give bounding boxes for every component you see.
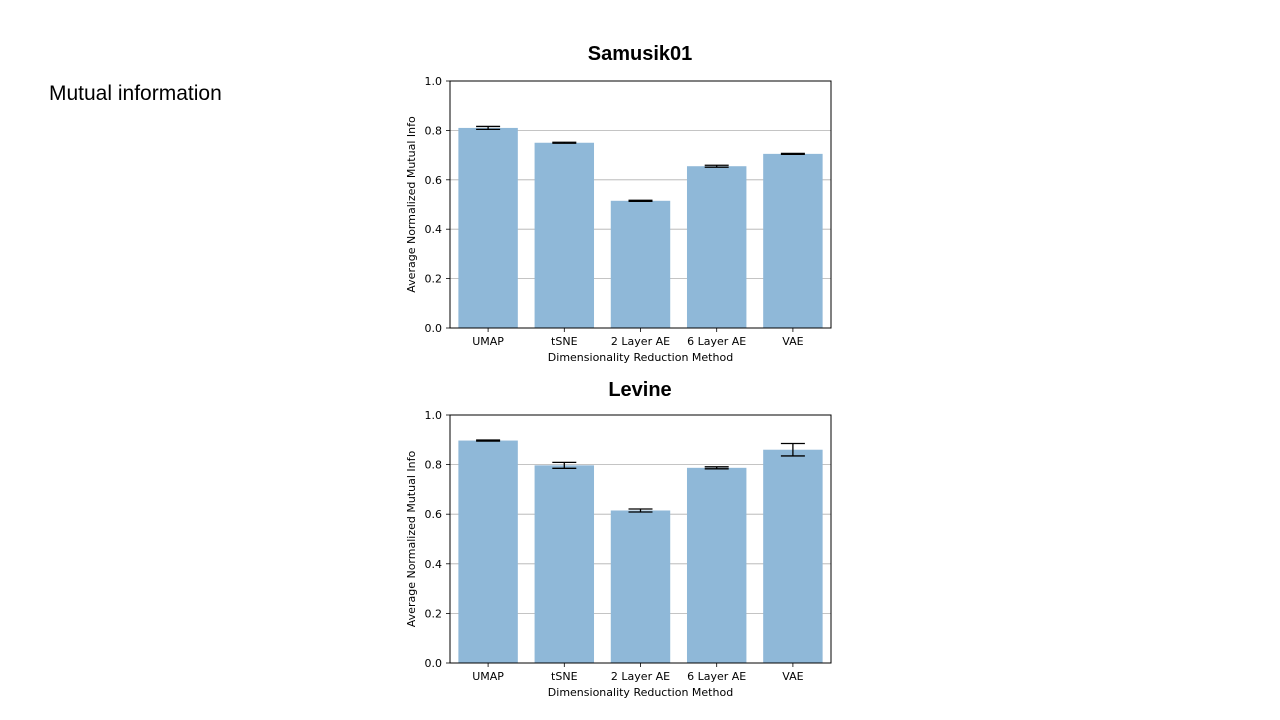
error-bar [780, 152, 805, 156]
axes-frame [449, 414, 832, 664]
y-tick-label: 0.4 [425, 558, 443, 571]
x-tick-label: UMAP [472, 670, 504, 683]
x-axis-label: Dimensionality Reduction Method [548, 351, 733, 364]
error-bar [780, 442, 805, 457]
y-tick-label: 0.8 [425, 124, 443, 137]
bar-2-layer-ae [610, 510, 671, 663]
y-tick-label: 1.0 [425, 409, 443, 422]
bar-umap [458, 127, 518, 329]
bar-tsne [534, 465, 595, 663]
x-tick-label: 6 Layer AE [687, 670, 746, 683]
x-tick-label: VAE [782, 335, 803, 348]
y-tick-label: 0.0 [425, 657, 443, 670]
x-axis-label: Dimensionality Reduction Method [548, 686, 733, 699]
x-tick-label: 2 Layer AE [611, 335, 670, 348]
y-axis-label: Average Normalized Mutual Info [405, 116, 418, 293]
y-tick-label: 1.0 [425, 75, 443, 88]
bar-vae [763, 449, 823, 663]
y-axis-label: Average Normalized Mutual Info [405, 451, 418, 628]
x-tick-label: 2 Layer AE [611, 670, 670, 683]
y-tick-label: 0.2 [425, 607, 443, 620]
x-tick-label: VAE [782, 670, 803, 683]
x-tick-label: tSNE [551, 670, 578, 683]
y-tick-label: 0.0 [425, 322, 443, 335]
x-tick-label: tSNE [551, 335, 578, 348]
error-bar [476, 125, 501, 131]
error-bar [552, 141, 577, 144]
error-bar [628, 199, 653, 202]
bar-umap [458, 440, 518, 663]
slide-label: Mutual information [49, 82, 222, 105]
error-bar [476, 439, 501, 442]
y-tick-label: 0.4 [425, 223, 443, 236]
chart-title-samusik01: Samusik01 [587, 43, 693, 65]
chart-1: 0.0 0.2 0.4 0.6 0.8 1.0 UMAP tSNE 2 Layer AE 6 La… [405, 75, 832, 364]
chart-title-levine: Levine [608, 379, 672, 401]
y-tick-label: 0.8 [425, 459, 443, 472]
y-tick-label: 0.6 [425, 174, 443, 187]
error-bar [628, 508, 653, 513]
bar-vae [763, 153, 823, 328]
y-tick-label: 0.6 [425, 508, 443, 521]
error-bar [552, 461, 577, 469]
x-tick-label: 6 Layer AE [687, 335, 746, 348]
bar-2-layer-ae [610, 200, 671, 328]
bar-tsne [534, 142, 595, 328]
bar-6-layer-ae [686, 467, 747, 663]
axes-frame [449, 80, 832, 329]
error-bar [704, 466, 729, 470]
bar-6-layer-ae [686, 166, 747, 328]
error-bar [704, 164, 729, 168]
y-tick-label: 0.2 [425, 273, 443, 286]
chart-2: 0.0 0.2 0.4 0.6 0.8 1.0 UMAP tSNE 2 Layer AE 6 La… [405, 409, 832, 699]
x-tick-label: UMAP [472, 335, 504, 348]
